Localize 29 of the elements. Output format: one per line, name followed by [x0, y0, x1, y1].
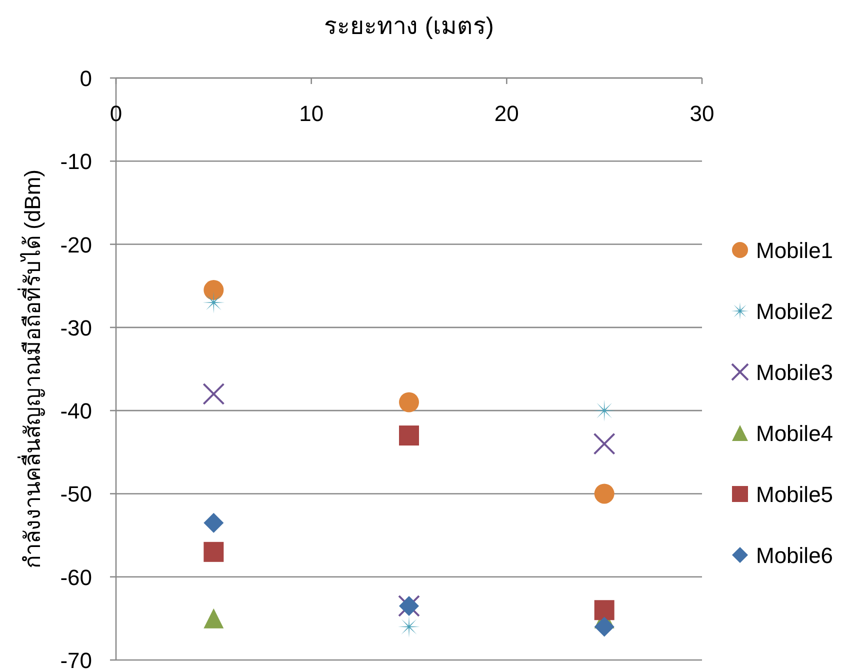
- y-tick-label: -20: [60, 232, 92, 258]
- y-tick-label: -10: [60, 149, 92, 174]
- y-tick-label: -50: [60, 482, 92, 507]
- legend-label: Mobile5: [756, 482, 834, 507]
- y-tick-label: -40: [60, 398, 92, 424]
- point: [594, 484, 614, 504]
- x-tick-label: 30: [690, 101, 714, 126]
- point: [399, 426, 419, 446]
- point: [204, 542, 224, 562]
- y-tick-label: -60: [60, 564, 92, 590]
- x-tick-label: 10: [299, 101, 324, 126]
- legend-label: Mobile2: [756, 299, 834, 324]
- legend-label: Mobile4: [756, 421, 834, 446]
- legend-label: Mobile3: [756, 360, 834, 385]
- x-axis-title: ระยะทาง (เมตร): [324, 13, 494, 40]
- point: [593, 432, 616, 455]
- point: [399, 392, 419, 412]
- y-tick-label: -30: [60, 315, 92, 340]
- legend-label: Mobile6: [756, 543, 834, 568]
- point: [204, 280, 224, 300]
- y-tick-label: -70: [60, 648, 92, 672]
- point: [202, 382, 225, 405]
- y-axis-title: กำลังงานคลื่นสัญญาณมือถือที่รับได้ (dBm): [17, 170, 45, 568]
- x-tick-label: 0: [110, 101, 122, 126]
- point: [204, 512, 224, 533]
- x-tick-label: 20: [494, 101, 519, 126]
- y-tick-label: 0: [80, 66, 92, 91]
- legend-label: Mobile1: [756, 238, 834, 263]
- point: [204, 608, 224, 628]
